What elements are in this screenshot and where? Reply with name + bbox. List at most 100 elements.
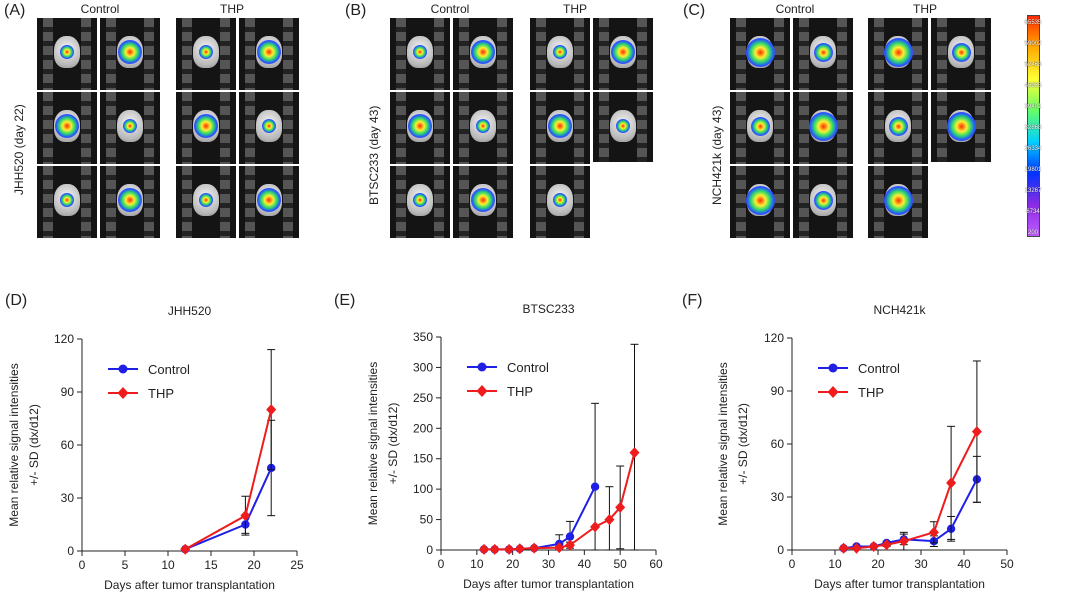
- legend-label-control: Control: [507, 360, 549, 375]
- y-tick-label: 0: [777, 543, 784, 557]
- x-axis-label: Days after tumor transplantation: [463, 577, 634, 591]
- data-point-thp: [180, 543, 191, 555]
- mouse-image-tile: [390, 18, 450, 90]
- data-point-thp: [554, 542, 565, 554]
- mouse-image-tile: [37, 18, 97, 90]
- series-line-control: [484, 486, 596, 551]
- x-axis-label: Days after tumor transplantation: [104, 578, 275, 592]
- y-tick-label: 50: [420, 513, 434, 527]
- panel-label: (F): [682, 292, 702, 309]
- y-tick-label: 60: [771, 437, 785, 451]
- y-tick-label: 30: [771, 490, 785, 504]
- series-line-thp: [484, 452, 636, 551]
- data-point-control: [181, 545, 190, 554]
- mouse-image-tile: [239, 18, 299, 90]
- group-label-control-c: Control: [775, 2, 815, 16]
- data-point-thp: [604, 514, 615, 526]
- data-point-control: [839, 544, 848, 553]
- mouse-image-tile: [100, 18, 160, 90]
- group-label-control-a: Control: [80, 2, 120, 16]
- data-point-thp: [971, 426, 982, 438]
- y-tick-label: 120: [54, 332, 74, 346]
- data-point-thp: [946, 477, 957, 489]
- data-point-control: [241, 520, 250, 529]
- group-label-thp-a: THP: [220, 2, 244, 16]
- mouse-image-tile: [176, 18, 236, 90]
- y-axis-label-line1: Mean relative signal intensities: [366, 362, 380, 525]
- colorbar-tick-label: 26334: [1024, 146, 1042, 152]
- mouse-image-tile: [239, 166, 299, 238]
- x-tick-label: 20: [247, 558, 261, 572]
- x-tick-label: 0: [789, 557, 796, 571]
- data-point-thp: [504, 543, 515, 555]
- x-tick-label: 10: [161, 558, 175, 572]
- mouse-image-tile: [390, 166, 450, 238]
- mouse-image-tile: [793, 166, 853, 238]
- data-point-control: [504, 545, 514, 554]
- mouse-image-tile: [530, 92, 590, 164]
- y-tick-label: 150: [413, 452, 433, 466]
- colorbar-tick-label: 200: [1027, 230, 1039, 236]
- legend-marker-control: [118, 364, 128, 374]
- panel-label-c: (C): [683, 2, 706, 19]
- y-tick-label: 300: [413, 360, 433, 374]
- data-point-thp: [479, 543, 489, 555]
- legend-label-control: Control: [858, 361, 900, 376]
- data-point-control: [479, 545, 489, 554]
- x-tick-label: 50: [1000, 557, 1014, 571]
- x-tick-label: 5: [122, 558, 129, 572]
- mouse-image-tile: [931, 18, 991, 90]
- data-point-control: [590, 482, 600, 491]
- panel-label: (D): [5, 292, 27, 309]
- data-point-thp: [590, 521, 601, 533]
- data-point-control: [490, 545, 499, 554]
- data-point-thp: [240, 510, 251, 522]
- data-point-thp: [529, 542, 540, 554]
- data-point-control: [852, 542, 861, 551]
- x-tick-label: 15: [204, 558, 218, 572]
- y-tick-label: 0: [426, 543, 433, 557]
- mouse-image-tile: [176, 166, 236, 238]
- x-tick-label: 10: [470, 557, 484, 571]
- x-tick-label: 30: [914, 557, 928, 571]
- data-point-thp: [489, 543, 500, 555]
- colorbar-tick-label: 39401: [1024, 104, 1042, 110]
- mouse-image-tile: [176, 92, 236, 164]
- y-tick-label: 90: [771, 384, 785, 398]
- legend-marker-control: [477, 362, 487, 372]
- x-tick-label: 10: [828, 557, 842, 571]
- chart-title: NCH421k: [873, 303, 926, 317]
- mouse-image-tile: [730, 166, 790, 238]
- x-tick-label: 25: [290, 558, 304, 572]
- legend-label-thp: THP: [507, 384, 533, 399]
- colorbar-tick-label: 13267: [1024, 188, 1042, 194]
- mouse-image-tile: [390, 92, 450, 164]
- y-axis-label-line1: Mean relative signal intensities: [716, 362, 730, 525]
- group-label-thp-b: THP: [563, 2, 587, 16]
- mouse-image-tile: [453, 18, 513, 90]
- data-point-control: [555, 539, 564, 549]
- colorbar-tick-label: 32868: [1024, 125, 1042, 131]
- data-point-thp: [928, 526, 939, 538]
- chart-title: BTSC233: [522, 302, 574, 316]
- series-line-control: [184, 467, 273, 551]
- data-point-thp: [838, 542, 849, 554]
- x-tick-label: 0: [438, 557, 445, 571]
- mouse-image-tile: [530, 166, 590, 238]
- mouse-image-tile: [239, 92, 299, 164]
- mouse-image-tile: [593, 92, 653, 162]
- colorbar-tick-label: 65535: [1024, 20, 1042, 26]
- data-point-thp: [881, 539, 892, 551]
- mouse-image-tile: [868, 166, 928, 238]
- colorbar-tick-label: 52468: [1024, 62, 1042, 68]
- chart-jhh520: (D) JHH520 0 5 10 15 20 25 0 30 60 90 120 Days after …: [5, 292, 304, 592]
- legend-marker-thp: [117, 387, 129, 399]
- group-label-thp-c: THP: [913, 2, 937, 16]
- row-label-c: NCH421k (day 43): [710, 105, 724, 205]
- mouse-image-tile: [730, 18, 790, 90]
- data-point-thp: [266, 404, 277, 416]
- mouse-image-tile: [931, 92, 991, 162]
- mouse-image-tile: [453, 166, 513, 238]
- legend-label-control: Control: [148, 362, 190, 377]
- chart-title: JHH520: [168, 304, 212, 318]
